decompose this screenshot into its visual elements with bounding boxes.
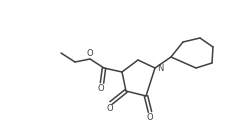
Text: O: O: [107, 104, 113, 113]
Text: O: O: [87, 49, 93, 58]
Text: O: O: [98, 84, 104, 93]
Text: N: N: [157, 64, 163, 73]
Text: O: O: [147, 113, 153, 122]
